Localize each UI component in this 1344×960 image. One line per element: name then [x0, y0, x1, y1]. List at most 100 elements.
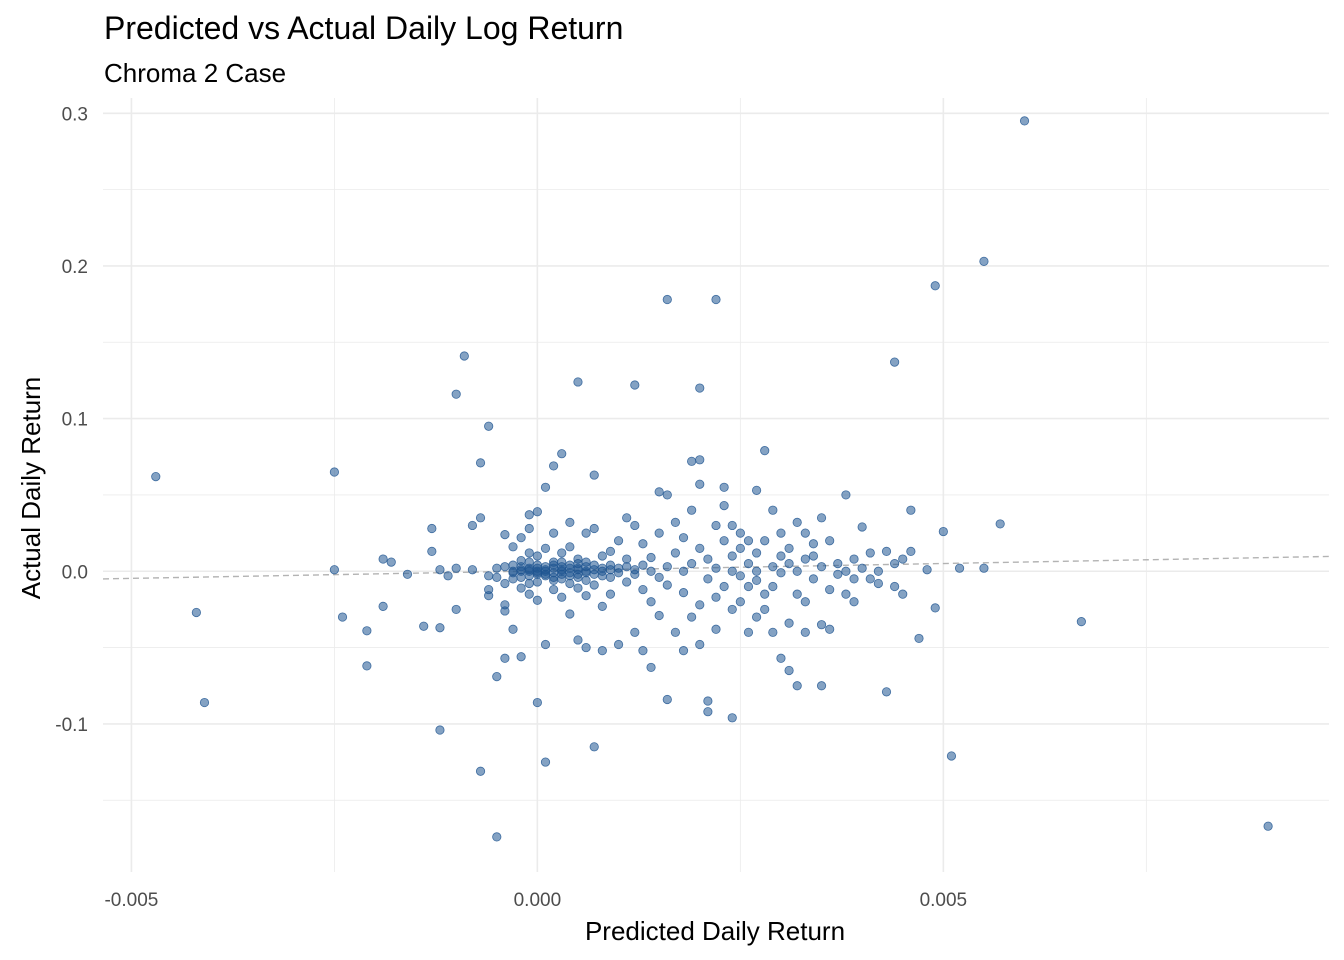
data-point	[719, 536, 729, 546]
data-point	[784, 559, 794, 569]
data-point	[833, 559, 843, 569]
y-axis-title: Actual Daily Return	[16, 377, 46, 600]
data-point	[825, 624, 835, 634]
data-point	[670, 627, 681, 637]
data-point	[751, 612, 762, 622]
data-point	[930, 281, 940, 291]
data-point	[776, 653, 786, 663]
data-point	[329, 467, 339, 477]
data-point	[508, 624, 518, 634]
data-point	[849, 574, 859, 584]
data-point	[500, 653, 510, 663]
data-point	[337, 612, 348, 622]
data-point	[532, 566, 542, 576]
data-point	[906, 505, 916, 515]
data-point	[581, 557, 591, 567]
data-point	[760, 536, 770, 546]
data-point	[549, 528, 559, 538]
data-point	[792, 681, 802, 691]
data-point	[727, 604, 737, 615]
data-point	[451, 389, 461, 399]
data-point	[524, 510, 534, 520]
data-point	[622, 513, 632, 523]
data-point	[979, 256, 989, 266]
data-point	[532, 507, 542, 517]
data-point	[557, 449, 567, 459]
data-point	[622, 577, 632, 587]
data-point	[890, 581, 900, 592]
data-point	[784, 665, 794, 676]
data-point	[695, 600, 705, 610]
data-point	[995, 519, 1005, 529]
data-point	[695, 543, 705, 553]
data-point	[605, 572, 616, 582]
data-point	[540, 757, 551, 767]
data-point	[873, 578, 883, 589]
data-point	[605, 546, 616, 557]
data-point	[646, 597, 656, 607]
data-point	[451, 604, 461, 615]
data-point	[557, 548, 567, 558]
grid-lines	[103, 98, 1329, 872]
data-point	[687, 559, 697, 569]
data-point	[589, 560, 599, 570]
data-point	[678, 533, 689, 543]
data-point	[946, 751, 957, 761]
data-point	[508, 542, 518, 552]
data-point	[711, 294, 721, 305]
data-point	[532, 577, 542, 587]
data-point	[938, 526, 948, 537]
data-point	[792, 566, 802, 576]
data-point	[768, 562, 778, 572]
data-point	[776, 551, 786, 561]
data-point	[646, 662, 656, 673]
x-tick-label: 0.005	[920, 890, 968, 911]
data-point	[719, 581, 729, 592]
data-point	[622, 554, 632, 564]
data-point	[467, 565, 478, 575]
data-point	[378, 554, 388, 564]
data-point	[695, 455, 705, 465]
data-point	[865, 574, 875, 584]
data-point	[516, 583, 526, 593]
data-point	[768, 627, 778, 637]
data-point	[573, 635, 583, 645]
data-point	[524, 523, 534, 534]
data-point	[841, 589, 851, 599]
data-point	[841, 566, 851, 576]
data-point	[443, 571, 453, 581]
data-points	[151, 116, 1273, 842]
data-point	[362, 626, 372, 636]
data-point	[492, 832, 502, 842]
data-point	[638, 560, 648, 570]
data-point	[435, 725, 445, 735]
y-tick-label: 0.0	[62, 562, 88, 583]
data-point	[540, 543, 551, 553]
data-point	[557, 557, 567, 567]
data-point	[768, 581, 778, 592]
data-point	[435, 623, 445, 633]
data-point	[800, 597, 810, 607]
data-point	[751, 485, 762, 495]
data-point	[516, 652, 526, 662]
data-point	[890, 559, 900, 569]
y-tick-label: 0.2	[62, 257, 88, 278]
x-tick-label: -0.005	[104, 890, 158, 911]
data-point	[662, 580, 672, 590]
data-point	[800, 528, 810, 538]
data-point	[557, 574, 567, 584]
data-point	[1019, 116, 1030, 126]
data-point	[589, 470, 599, 480]
data-point	[378, 601, 388, 611]
data-point	[199, 697, 210, 708]
data-point	[597, 601, 607, 611]
data-point	[865, 548, 875, 558]
data-point	[573, 583, 583, 593]
data-point	[151, 472, 161, 482]
data-point	[954, 563, 965, 573]
data-point	[654, 572, 664, 582]
data-point	[776, 528, 786, 538]
data-point	[565, 578, 575, 589]
data-point	[857, 563, 867, 573]
